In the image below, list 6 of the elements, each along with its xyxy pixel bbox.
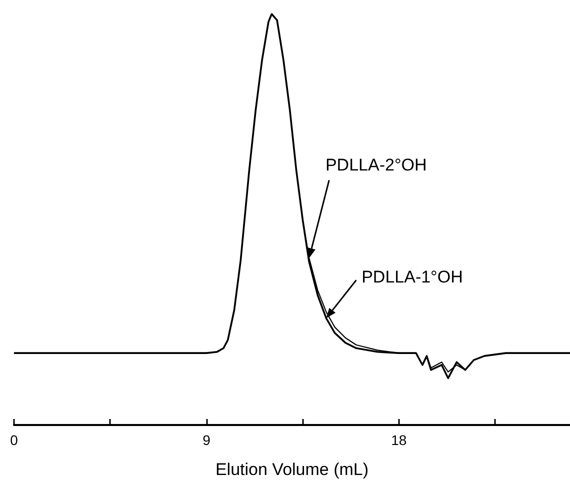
series-label: PDLLA-2°OH [325, 156, 427, 175]
x-axis-title: Elution Volume (mL) [215, 460, 369, 479]
text: PDLLA-1°OH [362, 268, 463, 287]
x-tick-label: 0 [10, 432, 18, 448]
x-tick-label: 18 [391, 432, 407, 448]
x-tick-label: 9 [202, 432, 211, 448]
